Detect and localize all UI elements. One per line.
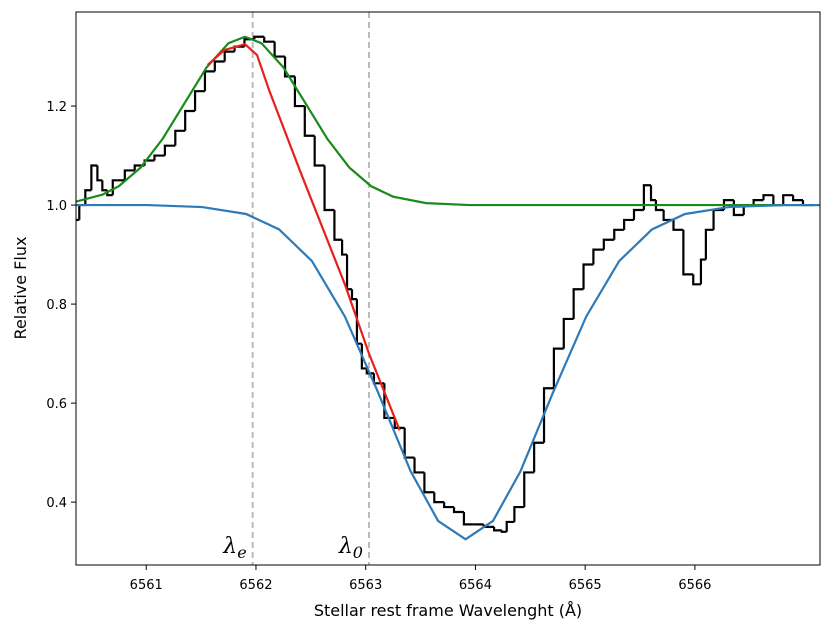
step-segment (704, 228, 714, 260)
step-segment (505, 520, 515, 532)
step-segment (649, 185, 656, 202)
x-axis-label: Stellar rest frame Wavelenght (Å) (314, 601, 582, 620)
step-segment (303, 106, 315, 137)
y-axis-label: Relative Flux (11, 237, 30, 340)
step-segment (323, 165, 335, 212)
step-segment (153, 154, 165, 161)
step-segment (393, 417, 405, 429)
step-segment (642, 184, 652, 211)
x-tick-label: 6564 (459, 578, 492, 593)
step-segment (184, 109, 196, 131)
step-segment (712, 208, 724, 230)
step-segment (345, 254, 352, 291)
step-segment (403, 427, 415, 459)
y-tick-label: 0.4 (46, 496, 67, 511)
x-tick-label: 6563 (349, 578, 382, 593)
reference-label: λe (222, 534, 246, 562)
step-segment (613, 228, 625, 240)
step-segment (762, 194, 774, 201)
step-segment (672, 219, 684, 231)
step-segment (223, 50, 235, 62)
step-segment (273, 41, 286, 58)
step-segment (452, 507, 464, 514)
step-segment (500, 530, 507, 533)
step-segment (662, 210, 674, 222)
curve (206, 42, 401, 431)
label-subscript: e (237, 543, 246, 562)
step-segment (341, 239, 348, 256)
step-segment (542, 387, 554, 443)
plot-area (76, 35, 820, 541)
step-segment (253, 35, 265, 40)
step-segment (462, 512, 474, 526)
step-segment (193, 90, 205, 112)
step-segment (283, 56, 295, 78)
step-segment (632, 208, 644, 220)
step-segment (174, 129, 186, 146)
step-segment (350, 289, 357, 301)
step-segment (443, 502, 455, 509)
step-segment (101, 180, 108, 192)
step-segment (360, 343, 367, 370)
step-segment (533, 441, 545, 473)
curve (76, 35, 820, 207)
step-segment (333, 210, 343, 241)
step-segment (213, 60, 225, 72)
y-tick-label: 1.2 (46, 100, 67, 115)
step-segment (313, 135, 325, 167)
step-segment (203, 70, 215, 92)
y-tick-label: 0.8 (46, 298, 67, 313)
y-tick-label: 0.6 (46, 397, 67, 412)
label-symbol: λ (338, 534, 353, 559)
label-subscript: 0 (353, 543, 363, 562)
step-segment (492, 526, 502, 532)
curve (76, 203, 820, 541)
step-segment (752, 199, 764, 206)
step-segment (96, 165, 103, 182)
x-tick-label: 6566 (678, 578, 711, 593)
step-segment (433, 492, 445, 504)
y-tick-label: 1.0 (46, 199, 67, 214)
plot-frame (75, 11, 821, 566)
step-segment (792, 195, 803, 202)
step-segment (772, 195, 784, 207)
step-segment (523, 471, 535, 508)
step-segment (692, 274, 701, 286)
step-segment (572, 288, 584, 319)
step-segment (513, 505, 525, 522)
step-segment (654, 200, 664, 212)
x-tick-label: 6561 (130, 578, 163, 593)
step-segment (123, 169, 135, 181)
step-segment (582, 263, 594, 290)
x-tick-label: 6562 (239, 578, 272, 593)
step-segment (423, 472, 435, 494)
step-segment (623, 218, 634, 230)
step-segment (592, 248, 604, 265)
step-segment (562, 317, 574, 349)
step-segment (365, 368, 374, 375)
step-segment (552, 347, 564, 389)
step-segment (699, 258, 706, 285)
step-segment (263, 36, 275, 43)
step-segment (413, 457, 425, 474)
step-segment (90, 164, 98, 191)
step-segment (163, 144, 176, 156)
step-segment (682, 229, 694, 276)
step-segment (78, 203, 86, 220)
label-symbol: λ (222, 534, 237, 559)
step-segment (782, 194, 794, 206)
reference-label: λ0 (338, 534, 363, 562)
x-tick-label: 6565 (569, 578, 602, 593)
step-segment (602, 238, 615, 250)
